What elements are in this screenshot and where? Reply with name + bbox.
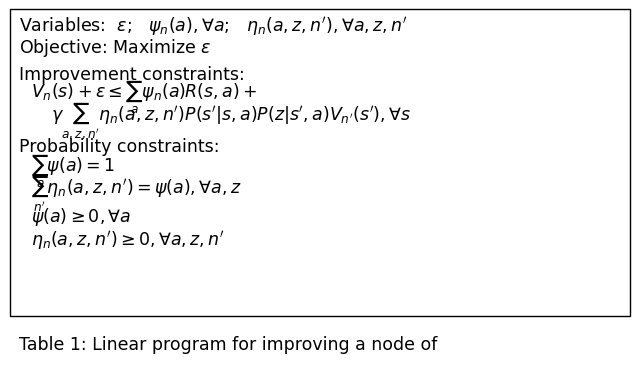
Text: $\gamma \sum_{a,z,n'} \eta_n(a, z, n') P(s'|s, a) P(z|s', a) V_{n'}(s'), \forall: $\gamma \sum_{a,z,n'} \eta_n(a, z, n') P… xyxy=(51,101,412,141)
Text: $\sum_a \psi(a) = 1$: $\sum_a \psi(a) = 1$ xyxy=(31,152,115,190)
Text: Variables:  $\epsilon$;   $\psi_n(a), \forall a$;   $\eta_n(a, z, n'), \forall a: Variables: $\epsilon$; $\psi_n(a), \fora… xyxy=(19,15,408,38)
FancyBboxPatch shape xyxy=(10,9,630,316)
Text: $V_n(s) + \epsilon \leq \sum_a \psi_n(a) R(s, a) +$: $V_n(s) + \epsilon \leq \sum_a \psi_n(a)… xyxy=(31,78,257,116)
Text: Objective: Maximize $\epsilon$: Objective: Maximize $\epsilon$ xyxy=(19,37,212,59)
Text: $\eta_n(a, z, n') \geq 0, \forall a, z, n'$: $\eta_n(a, z, n') \geq 0, \forall a, z, … xyxy=(31,229,225,252)
Text: Table 1: Linear program for improving a node of: Table 1: Linear program for improving a … xyxy=(19,336,438,354)
Text: Improvement constraints:: Improvement constraints: xyxy=(19,66,245,84)
Text: $\psi(a) \geq 0, \forall a$: $\psi(a) \geq 0, \forall a$ xyxy=(31,206,131,228)
Text: $\sum_{n'} \eta_n(a, z, n') = \psi(a), \forall a, z$: $\sum_{n'} \eta_n(a, z, n') = \psi(a), \… xyxy=(31,174,241,214)
Text: Probability constraints:: Probability constraints: xyxy=(19,138,220,156)
